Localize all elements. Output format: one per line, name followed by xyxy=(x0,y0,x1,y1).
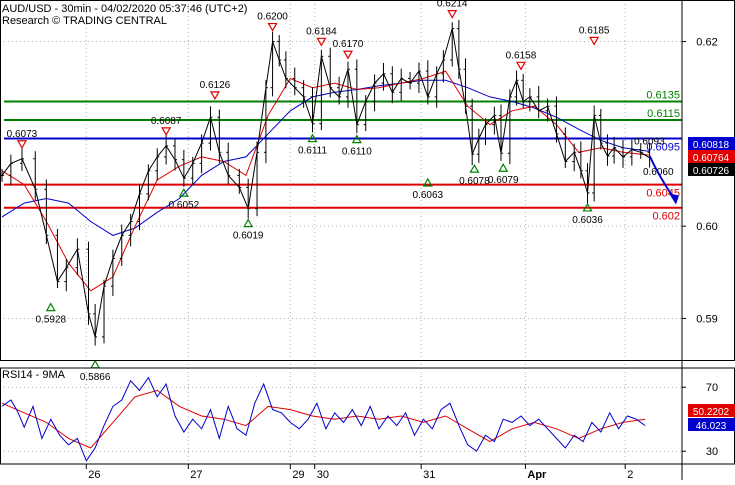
up-triangle-marker xyxy=(307,133,318,143)
down-triangle-marker xyxy=(342,50,354,60)
down-triangle-marker xyxy=(447,10,458,19)
up-triangle-marker xyxy=(498,163,509,172)
price-badge-label: 0.60818 xyxy=(693,140,730,151)
up-triangle-marker xyxy=(178,187,189,197)
x-tick-label: 26 xyxy=(88,469,100,480)
swing-high-label: 0.6184 xyxy=(306,26,337,37)
swing-marker-layer: 0.6073 0.5928 0.5866 0.6087 0.6052 0.6126 0.60… xyxy=(7,0,679,383)
level-label: 0.6095 xyxy=(646,141,680,153)
x-tick-label: 29 xyxy=(292,469,304,480)
down-triangle-marker xyxy=(267,22,278,32)
price-badge xyxy=(688,150,735,163)
slow-moving-average-line xyxy=(1,79,650,236)
x-tick-label: 2 xyxy=(627,469,633,480)
rsi-layer xyxy=(1,376,646,462)
swing-high-label: 0.6185 xyxy=(579,25,610,36)
x-tick-label: 31 xyxy=(423,469,435,480)
rsi-y-tick-label: 30 xyxy=(706,446,718,458)
level-label: 0.602 xyxy=(652,211,680,223)
price-badge-label: 0.60764 xyxy=(693,153,730,164)
price-badge-label: 0.60726 xyxy=(693,166,730,177)
rsi-line xyxy=(1,376,646,462)
up-triangle-marker xyxy=(243,218,254,228)
up-triangle-marker xyxy=(90,359,101,369)
swing-low-label: 0.5866 xyxy=(80,372,111,383)
y-tick-label: 0.59 xyxy=(696,313,717,325)
price-layer xyxy=(0,19,652,346)
down-triangle-marker xyxy=(515,61,527,71)
x-tick-label: Apr xyxy=(527,469,547,480)
grid-layer xyxy=(0,0,682,464)
main-panel-frame xyxy=(0,0,735,361)
swing-high-label: 0.6214 xyxy=(437,0,468,10)
swing-low-label: 0.6111 xyxy=(298,146,328,157)
down-triangle-marker xyxy=(161,127,172,137)
up-triangle-marker xyxy=(469,163,480,173)
down-triangle-marker xyxy=(589,36,600,46)
rsi-title: RSI14 - 9MA xyxy=(2,369,66,381)
swing-low-label: 0.6110 xyxy=(342,147,372,158)
up-triangle-marker xyxy=(422,177,433,187)
swing-low-label: 0.6063 xyxy=(413,190,444,201)
swing-low-label: 0.6019 xyxy=(233,231,264,242)
swing-high-label: 0.6200 xyxy=(257,12,288,23)
swing-high-label: 0.6126 xyxy=(200,80,231,91)
swing-low-label: 0.6036 xyxy=(572,215,603,226)
chart-subtitle: Research © TRADING CENTRAL xyxy=(2,15,167,27)
target-label: 0.6093 xyxy=(634,136,665,147)
rsi-ma-line xyxy=(1,389,646,449)
swing-low-label: 0.6078 xyxy=(459,176,490,187)
up-triangle-marker xyxy=(45,302,56,312)
swing-high-label: 0.6170 xyxy=(333,39,364,50)
forecast-arrowhead xyxy=(669,193,679,205)
down-triangle-marker xyxy=(316,37,327,47)
swing-high-label: 0.6073 xyxy=(7,129,38,140)
y-tick-label: 0.60 xyxy=(696,221,717,233)
rsi-badge-label: 46.023 xyxy=(696,421,727,432)
rsi-y-tick-label: 70 xyxy=(706,382,718,394)
rsi-panel-frame xyxy=(0,367,735,465)
swing-low-label: 0.5928 xyxy=(35,315,66,326)
swing-high-label: 0.6158 xyxy=(506,50,537,61)
chart-title: AUD/USD - 30min - 04/02/2020 05:37:46 (U… xyxy=(2,3,247,15)
rsi-badge xyxy=(688,404,735,417)
up-triangle-marker xyxy=(351,134,362,144)
fast-moving-average-line xyxy=(1,70,650,292)
y-tick-label: 0.62 xyxy=(696,37,717,49)
x-tick-label: 30 xyxy=(317,469,329,480)
moving-average-layer xyxy=(1,70,650,292)
up-triangle-marker xyxy=(582,202,593,212)
swing-low-label: 0.6052 xyxy=(169,200,200,211)
rsi-badge-label: 50.2202 xyxy=(693,407,730,418)
down-triangle-marker xyxy=(16,140,27,149)
x-tick-label: 27 xyxy=(190,469,202,480)
price-badge xyxy=(688,163,735,176)
level-label: 0.6115 xyxy=(647,108,680,120)
down-triangle-marker xyxy=(209,91,220,101)
swing-high-label: 0.6087 xyxy=(151,116,182,127)
level-label: 0.6135 xyxy=(646,90,680,102)
price-badge xyxy=(688,137,735,150)
price-line xyxy=(1,28,650,338)
rsi-badge xyxy=(688,418,735,431)
swing-low-label: 0.6079 xyxy=(488,175,519,186)
